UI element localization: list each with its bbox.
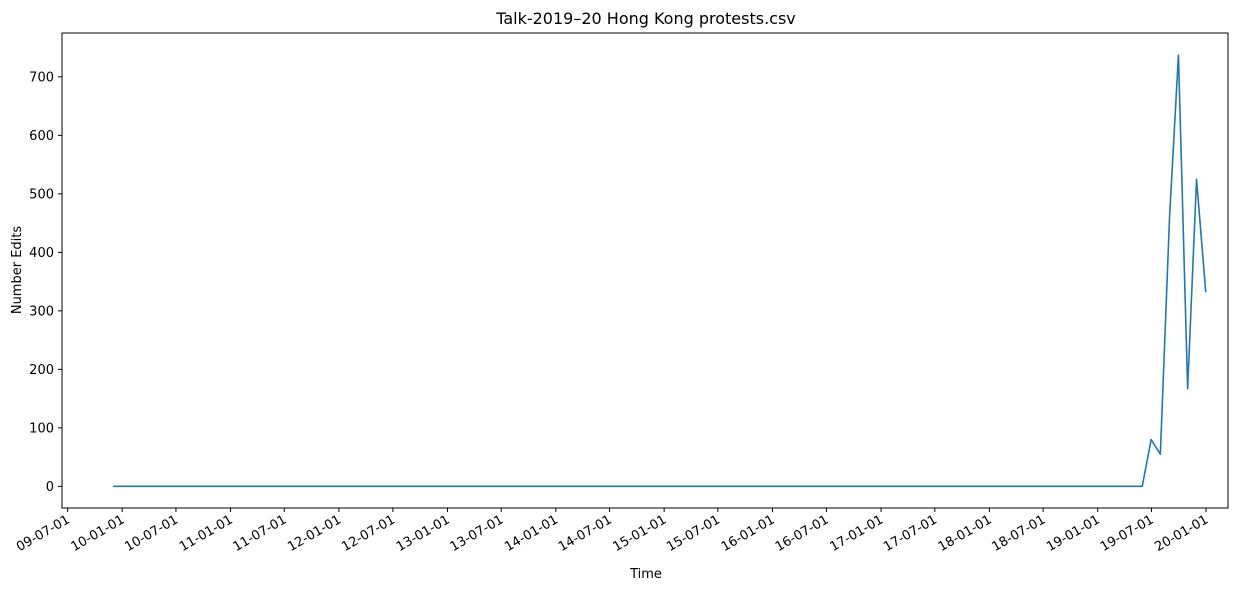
y-tick-label: 0 <box>46 480 54 495</box>
y-axis-title: Number Edits <box>10 226 25 315</box>
y-tick-label: 400 <box>29 246 54 261</box>
y-axis: 0 100 200 300 400 500 600 700 <box>29 70 62 495</box>
y-tick-label: 300 <box>29 304 54 319</box>
y-tick-label: 100 <box>29 421 54 436</box>
y-tick-label: 500 <box>29 187 54 202</box>
plot-frame <box>61 32 1229 509</box>
y-tick-label: 700 <box>29 70 54 85</box>
chart-title: Talk-2019–20 Hong Kong protests.csv <box>495 9 796 28</box>
y-tick-label: 200 <box>29 363 54 378</box>
series-line <box>113 54 1207 488</box>
x-axis-title: Time <box>629 567 662 582</box>
y-tick-label: 600 <box>29 129 54 144</box>
